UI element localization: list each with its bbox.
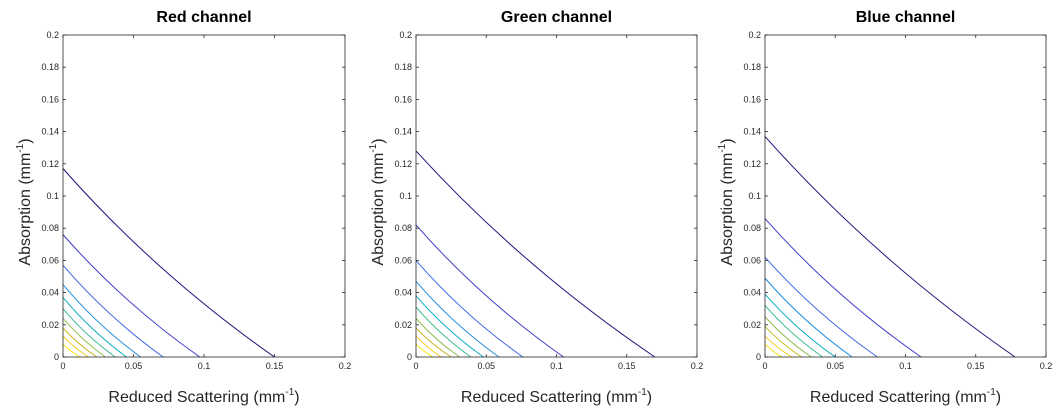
contour-line-2 bbox=[62, 234, 201, 358]
x-tick-label: 0.05 bbox=[125, 361, 143, 371]
contour-line-10 bbox=[62, 343, 81, 358]
contour-line-8 bbox=[764, 326, 802, 358]
panel-2: 0 0.05 0.1 0.15 0.2 0 0.02 0.04 0.06 0.08 0.1 0.12 0… bbox=[368, 9, 703, 406]
y-tick-label: 0.02 bbox=[394, 320, 412, 330]
y-axis-label: Absorption (mm-1) bbox=[368, 138, 387, 265]
chart-title: Red channel bbox=[156, 9, 251, 26]
contour-line-7 bbox=[415, 318, 460, 358]
contour-line-5 bbox=[415, 295, 484, 358]
panel-1: 0 0.05 0.1 0.15 0.2 0 0.02 0.04 0.06 0.08 0.1 0.12 0… bbox=[15, 9, 351, 406]
x-tick-label: 0.2 bbox=[691, 361, 704, 371]
x-tick-label: 0 bbox=[60, 361, 65, 371]
y-tick-label: 0.18 bbox=[743, 62, 761, 72]
y-axis-label: Absorption (mm-1) bbox=[717, 138, 736, 265]
y-tick-label: 0.2 bbox=[399, 30, 412, 40]
x-axis-label: Reduced Scattering (mm-1) bbox=[108, 387, 299, 406]
y-tick-label: 0.08 bbox=[41, 223, 59, 233]
y-tick-label: 0.16 bbox=[394, 94, 412, 104]
contour-line-5 bbox=[764, 293, 836, 358]
x-tick-label: 0 bbox=[413, 361, 418, 371]
y-tick-label: 0.06 bbox=[394, 255, 412, 265]
y-axis-label: Absorption (mm-1) bbox=[15, 138, 34, 265]
contour-line-8 bbox=[62, 327, 98, 358]
contour-line-6 bbox=[415, 306, 472, 358]
contour-line-1 bbox=[764, 136, 1016, 358]
y-tick-label: 0 bbox=[54, 352, 59, 362]
y-tick-label: 0.06 bbox=[41, 255, 59, 265]
x-axis-label: Reduced Scattering (mm-1) bbox=[461, 387, 652, 406]
axes-box bbox=[62, 34, 346, 358]
contour-line-9 bbox=[415, 335, 442, 358]
x-tick-label: 0.1 bbox=[899, 361, 912, 371]
y-tick-label: 0.16 bbox=[41, 94, 59, 104]
x-tick-label: 0 bbox=[762, 361, 767, 371]
y-tick-label: 0.18 bbox=[394, 62, 412, 72]
chart-title: Green channel bbox=[501, 9, 612, 26]
contour-line-3 bbox=[415, 260, 524, 358]
y-tick-label: 0.2 bbox=[46, 30, 59, 40]
y-tick-label: 0 bbox=[407, 352, 412, 362]
contour-line-6 bbox=[764, 305, 823, 358]
y-tick-label: 0.1 bbox=[399, 191, 412, 201]
y-tick-label: 0.04 bbox=[743, 288, 761, 298]
x-tick-label: 0.15 bbox=[618, 361, 636, 371]
y-tick-label: 0.08 bbox=[743, 223, 761, 233]
x-tick-label: 0.15 bbox=[967, 361, 985, 371]
y-tick-label: 0.1 bbox=[46, 191, 59, 201]
y-tick-label: 0.2 bbox=[748, 30, 761, 40]
x-tick-label: 0.05 bbox=[477, 361, 495, 371]
x-axis-label: Reduced Scattering (mm-1) bbox=[810, 387, 1001, 406]
y-tick-label: 0.04 bbox=[394, 288, 412, 298]
y-tick-label: 0.16 bbox=[743, 94, 761, 104]
y-tick-label: 0.18 bbox=[41, 62, 59, 72]
x-tick-label: 0.1 bbox=[198, 361, 211, 371]
axes-box bbox=[415, 34, 698, 358]
y-tick-label: 0.14 bbox=[394, 127, 412, 137]
contour-line-1 bbox=[62, 168, 275, 358]
chart-title: Blue channel bbox=[856, 9, 956, 26]
y-tick-label: 0.14 bbox=[41, 127, 59, 137]
x-tick-label: 0.2 bbox=[339, 361, 352, 371]
y-tick-label: 0.02 bbox=[743, 320, 761, 330]
contour-line-3 bbox=[62, 264, 164, 358]
y-tick-label: 0.06 bbox=[743, 255, 761, 265]
contour-line-6 bbox=[62, 308, 116, 358]
y-tick-label: 0.12 bbox=[41, 159, 59, 169]
y-tick-label: 0.1 bbox=[748, 191, 761, 201]
y-tick-label: 0.08 bbox=[394, 223, 412, 233]
contour-line-10 bbox=[415, 343, 434, 358]
axes-box bbox=[764, 34, 1047, 358]
x-tick-label: 0.1 bbox=[550, 361, 563, 371]
contour-line-4 bbox=[62, 284, 141, 358]
contour-line-8 bbox=[415, 327, 452, 358]
y-tick-label: 0.04 bbox=[41, 288, 59, 298]
y-tick-label: 0.12 bbox=[394, 159, 412, 169]
contour-line-9 bbox=[764, 335, 792, 358]
y-tick-label: 0.14 bbox=[743, 127, 761, 137]
x-tick-label: 0.15 bbox=[266, 361, 284, 371]
contour-line-7 bbox=[764, 316, 812, 358]
contour-line-4 bbox=[415, 281, 500, 358]
contour-line-3 bbox=[764, 256, 878, 358]
contour-line-7 bbox=[62, 318, 106, 358]
contour-line-2 bbox=[415, 224, 564, 358]
x-tick-label: 0.05 bbox=[826, 361, 844, 371]
y-tick-label: 0.12 bbox=[743, 159, 761, 169]
contour-line-4 bbox=[764, 277, 853, 358]
contour-line-2 bbox=[764, 218, 922, 358]
contour-line-5 bbox=[62, 297, 127, 358]
contour-line-1 bbox=[415, 150, 656, 358]
y-tick-label: 0 bbox=[756, 352, 761, 362]
contour-line-9 bbox=[62, 335, 89, 358]
contour-line-10 bbox=[764, 343, 783, 358]
x-tick-label: 0.2 bbox=[1040, 361, 1053, 371]
y-tick-label: 0.02 bbox=[41, 320, 59, 330]
panel-3: 0 0.05 0.1 0.15 0.2 0 0.02 0.04 0.06 0.08 0.1 0.12 0… bbox=[717, 9, 1052, 406]
